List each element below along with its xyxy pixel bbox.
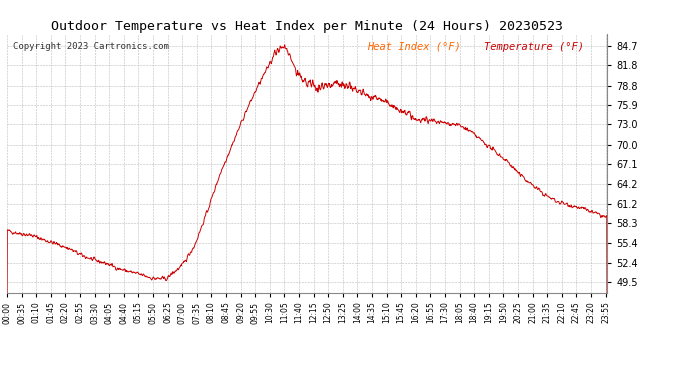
Text: Heat Index (°F): Heat Index (°F) bbox=[367, 42, 461, 51]
Text: Temperature (°F): Temperature (°F) bbox=[484, 42, 584, 51]
Text: Copyright 2023 Cartronics.com: Copyright 2023 Cartronics.com bbox=[13, 42, 169, 51]
Title: Outdoor Temperature vs Heat Index per Minute (24 Hours) 20230523: Outdoor Temperature vs Heat Index per Mi… bbox=[51, 20, 563, 33]
